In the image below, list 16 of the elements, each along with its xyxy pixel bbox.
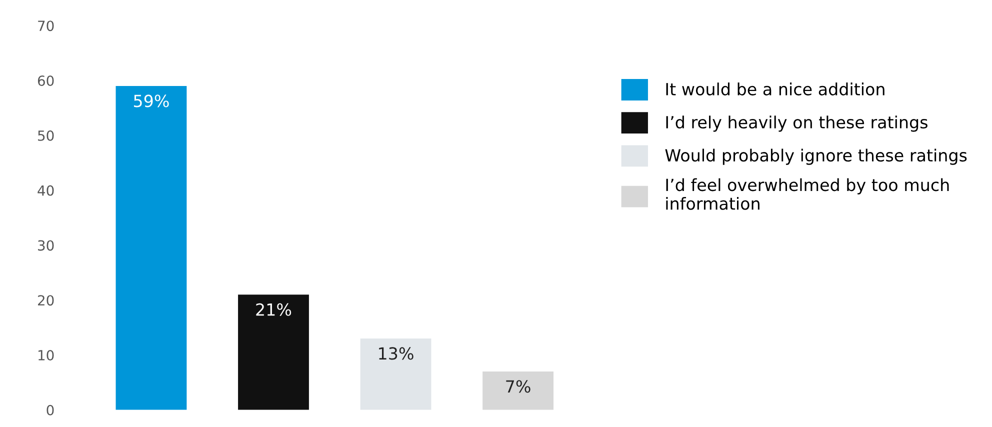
y-tick-label: 10 [38, 350, 54, 360]
y-tick-label: 30 [38, 240, 54, 251]
legend-label: I’d rely heavily on these ratings [666, 116, 928, 132]
legend-label: I’d feel overwhelmed by too much information [666, 178, 949, 210]
legend-label: Would probably ignore these ratings [665, 148, 967, 165]
data-label: 13% [379, 347, 414, 360]
y-tick-label: 40 [38, 185, 54, 196]
y-tick-label: 0 [46, 404, 54, 416]
y-tick-label: 20 [38, 295, 54, 306]
y-tick-label: 50 [38, 130, 54, 141]
y-tick-label: 60 [38, 75, 54, 86]
data-label: 21% [256, 303, 292, 316]
data-label: 59% [134, 94, 169, 108]
legend-label: It would be a nice addition [666, 82, 884, 96]
data-label: 7% [506, 380, 530, 393]
y-tick-label: 70 [38, 20, 54, 32]
